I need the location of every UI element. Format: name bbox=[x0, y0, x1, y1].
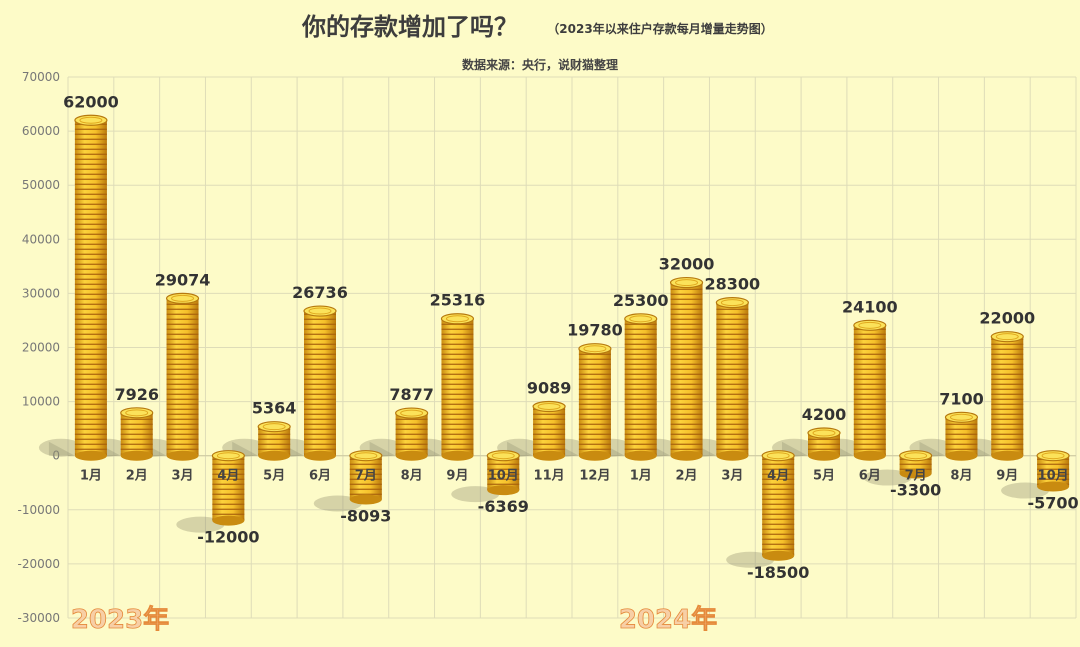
data-label: -18500 bbox=[747, 563, 809, 582]
data-label: -5700 bbox=[1028, 494, 1079, 513]
bar bbox=[74, 114, 108, 461]
bar bbox=[211, 450, 245, 526]
y-tick-label: 0 bbox=[52, 449, 60, 463]
x-axis-ticks: 1月 2月 3月 4月 5月 6月 7月 8月 9月 10月 11月 12月 1月 2月 3月 4月 5月 6月 7… bbox=[80, 469, 1069, 484]
year-label-2023: 2023年 bbox=[71, 604, 169, 635]
x-tick-label: 9月 bbox=[996, 469, 1018, 484]
bar bbox=[395, 407, 429, 461]
bar bbox=[349, 450, 383, 505]
bar bbox=[853, 319, 887, 461]
x-tick-label: 2月 bbox=[126, 469, 148, 484]
chart-title: 你的存款增加了吗？ bbox=[301, 13, 518, 41]
bar bbox=[807, 427, 841, 461]
data-label: 9089 bbox=[527, 379, 572, 398]
bar bbox=[486, 450, 520, 496]
data-label: 4200 bbox=[802, 405, 847, 424]
y-tick-label: -10000 bbox=[17, 503, 60, 517]
bar bbox=[1036, 450, 1070, 492]
data-label: 28300 bbox=[705, 275, 761, 294]
x-tick-label: 12月 bbox=[579, 469, 610, 484]
data-label: 26736 bbox=[292, 283, 348, 302]
data-label: 25300 bbox=[613, 291, 669, 310]
bar bbox=[532, 400, 566, 461]
x-tick-label: 1月 bbox=[80, 469, 102, 484]
data-label: 7877 bbox=[389, 385, 434, 404]
x-tick-label: 5月 bbox=[813, 469, 835, 484]
y-tick-label: 40000 bbox=[22, 232, 60, 246]
y-tick-label: 30000 bbox=[22, 286, 60, 300]
x-tick-label: 8月 bbox=[401, 469, 423, 484]
data-label: 19780 bbox=[567, 321, 623, 340]
data-label: -8093 bbox=[340, 506, 391, 525]
data-labels: 62000 7926 29074 -12000 5364 26736 -8093 7877 25… bbox=[63, 92, 1079, 582]
y-tick-label: -30000 bbox=[17, 611, 60, 625]
x-tick-label: 4月 bbox=[217, 469, 239, 484]
data-label: 25316 bbox=[430, 291, 486, 310]
x-tick-label: 8月 bbox=[950, 469, 972, 484]
data-label: 29074 bbox=[155, 270, 211, 289]
bar bbox=[120, 407, 154, 461]
data-label: -3300 bbox=[890, 481, 941, 500]
y-tick-label: 70000 bbox=[22, 70, 60, 84]
y-tick-label: 60000 bbox=[22, 124, 60, 138]
bar bbox=[165, 292, 200, 461]
x-tick-label: 3月 bbox=[172, 469, 194, 484]
x-tick-label: 3月 bbox=[721, 469, 743, 484]
bar bbox=[257, 421, 291, 461]
x-tick-label: 6月 bbox=[309, 469, 331, 484]
y-tick-label: 50000 bbox=[22, 178, 60, 192]
x-tick-label: 11月 bbox=[534, 469, 565, 484]
bar bbox=[578, 343, 612, 461]
bar bbox=[303, 305, 337, 461]
bar bbox=[669, 276, 704, 461]
y-tick-label: -20000 bbox=[17, 557, 60, 571]
chart-subtitle: （2023年以来住户存款每月增量走势图） bbox=[547, 21, 772, 36]
x-tick-label: 6月 bbox=[859, 469, 881, 484]
bar bbox=[715, 296, 749, 461]
data-label: 62000 bbox=[63, 92, 119, 111]
data-source: 数据来源：央行，说财猫整理 bbox=[462, 57, 618, 72]
bar bbox=[944, 411, 979, 461]
year-label-2024: 2024年 bbox=[619, 604, 717, 635]
bar bbox=[761, 450, 795, 561]
bar bbox=[440, 313, 475, 461]
x-tick-label: 10月 bbox=[1038, 469, 1069, 484]
x-tick-label: 1月 bbox=[630, 469, 652, 484]
data-label: 5364 bbox=[252, 399, 297, 418]
x-tick-label: 9月 bbox=[446, 469, 468, 484]
x-tick-label: 2月 bbox=[676, 469, 698, 484]
x-tick-label: 5月 bbox=[263, 469, 285, 484]
bar-shadow bbox=[38, 438, 83, 457]
bar bbox=[990, 331, 1024, 461]
x-tick-label: 10月 bbox=[488, 469, 519, 484]
data-label: -12000 bbox=[197, 528, 259, 547]
y-tick-label: 10000 bbox=[22, 395, 60, 409]
gridlines bbox=[67, 76, 1077, 619]
data-label: 22000 bbox=[979, 309, 1035, 328]
data-label: 7926 bbox=[114, 385, 159, 404]
data-label: 24100 bbox=[842, 297, 898, 316]
x-tick-label: 4月 bbox=[767, 469, 789, 484]
x-tick-label: 7月 bbox=[355, 469, 377, 484]
bar bbox=[624, 313, 658, 461]
y-tick-label: 20000 bbox=[22, 341, 60, 355]
x-tick-label: 7月 bbox=[905, 469, 927, 484]
data-label: 7100 bbox=[939, 389, 984, 408]
data-label: 32000 bbox=[659, 255, 715, 274]
y-axis-ticks: 70000 60000 50000 40000 30000 20000 10000 0 -100… bbox=[17, 70, 60, 625]
bar bbox=[899, 450, 933, 479]
data-label: -6369 bbox=[478, 497, 529, 516]
bars bbox=[74, 114, 1070, 561]
